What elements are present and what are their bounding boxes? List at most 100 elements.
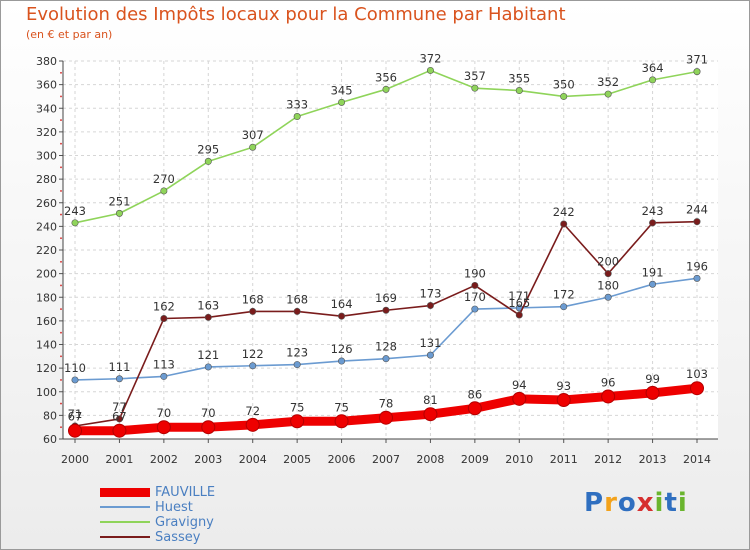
data-label-sassey: 243 (642, 204, 664, 218)
data-label-huest: 123 (286, 346, 308, 360)
data-point-sassey (604, 270, 612, 278)
data-label-gravigny: 295 (197, 142, 219, 156)
y-tick-label: 120 (36, 362, 57, 375)
data-point-gravigny (604, 90, 612, 98)
data-label-fauville: 81 (423, 393, 438, 407)
y-tick-label: 380 (36, 55, 57, 68)
data-label-huest: 170 (464, 290, 486, 304)
data-point-huest (693, 274, 701, 282)
y-minor-tick (60, 166, 62, 169)
data-label-huest: 111 (108, 360, 130, 374)
data-label-fauville: 70 (201, 406, 216, 420)
x-tick-label: 2014 (683, 453, 711, 466)
data-point-fauville (156, 420, 171, 435)
data-point-fauville (201, 420, 216, 435)
data-point-fauville (379, 410, 393, 425)
legend-swatch (100, 521, 150, 523)
data-point-huest (249, 362, 257, 370)
data-point-fauville (512, 391, 527, 406)
y-minor-tick (60, 308, 62, 310)
y-minor-tick (60, 379, 62, 381)
logo-letter: P (584, 488, 605, 518)
data-point-fauville (423, 407, 438, 422)
y-minor-tick (60, 284, 62, 287)
data-point-sassey (426, 302, 434, 310)
data-label-fauville: 96 (601, 375, 616, 389)
y-tick-label: 60 (43, 433, 57, 446)
y-tick-label: 300 (36, 150, 57, 163)
y-tick-label: 140 (36, 339, 57, 352)
data-point-sassey (160, 315, 168, 323)
data-label-gravigny: 251 (108, 194, 130, 208)
data-point-sassey (115, 415, 123, 423)
data-point-sassey (693, 218, 701, 226)
data-label-sassey: 71 (68, 407, 83, 421)
y-tick-label: 160 (36, 315, 57, 328)
data-label-huest: 128 (375, 340, 397, 354)
x-tick-label: 2001 (105, 453, 133, 466)
y-minor-tick (60, 237, 62, 240)
data-label-sassey: 173 (419, 287, 441, 301)
logo-letter: o (617, 488, 637, 518)
y-tick-label: 280 (36, 173, 57, 186)
legend-item-fauville: FAUVILLE (100, 485, 300, 500)
data-point-fauville (467, 401, 482, 416)
data-label-huest: 191 (642, 265, 664, 279)
x-tick-label: 2005 (283, 453, 311, 466)
data-label-gravigny: 350 (553, 77, 575, 91)
data-point-gravigny (204, 157, 212, 165)
data-point-huest (160, 372, 168, 380)
data-label-fauville: 72 (245, 404, 260, 418)
data-point-fauville (556, 393, 571, 408)
y-tick-label: 80 (43, 409, 57, 422)
data-label-huest: 121 (197, 348, 219, 362)
data-point-sassey (204, 313, 212, 321)
x-tick-label: 2009 (461, 453, 489, 466)
x-tick-label: 2013 (639, 453, 667, 466)
y-tick-label: 180 (36, 291, 57, 304)
y-minor-tick (60, 402, 62, 405)
legend-label: Sassey (155, 530, 201, 545)
legend-swatch (100, 506, 150, 508)
data-point-huest (560, 303, 568, 311)
data-point-huest (204, 363, 212, 371)
x-tick-label: 2010 (505, 453, 533, 466)
y-tick-label: 360 (36, 79, 57, 92)
data-label-sassey: 77 (112, 400, 127, 414)
data-point-huest (604, 293, 612, 301)
x-tick-label: 2011 (550, 453, 578, 466)
data-label-huest: 180 (597, 278, 619, 292)
data-label-gravigny: 372 (419, 51, 441, 65)
data-point-gravigny (115, 209, 123, 217)
logo-letter: i (654, 488, 665, 518)
data-label-huest: 131 (419, 336, 441, 350)
chart-title: Evolution des Impôts locaux pour la Comm… (26, 4, 566, 25)
data-point-huest (293, 361, 301, 369)
y-tick-label: 320 (36, 126, 57, 139)
logo-letter: i (677, 488, 688, 518)
legend-item-gravigny: Gravigny (100, 515, 300, 530)
data-point-fauville (690, 381, 704, 396)
data-point-gravigny (426, 66, 434, 74)
y-tick-label: 220 (36, 244, 57, 257)
data-point-huest (649, 280, 657, 288)
x-tick-label: 2008 (416, 453, 444, 466)
data-label-gravigny: 364 (642, 61, 664, 75)
legend-swatch (100, 536, 150, 538)
x-tick-label: 2004 (239, 453, 267, 466)
data-point-sassey (471, 281, 479, 289)
data-point-fauville (601, 389, 616, 404)
data-point-fauville (245, 417, 260, 432)
data-label-gravigny: 307 (242, 128, 264, 142)
legend-label: FAUVILLE (155, 485, 216, 500)
data-label-sassey: 168 (242, 292, 264, 306)
data-label-sassey: 163 (197, 298, 219, 312)
y-minor-tick (60, 95, 62, 98)
proxiti-logo: Proxiti (584, 488, 688, 518)
data-label-sassey: 162 (153, 300, 175, 314)
data-point-sassey (249, 307, 257, 315)
legend-label: Huest (155, 500, 193, 515)
chart-subtitle: (en € et par an) (26, 28, 113, 41)
data-label-fauville: 70 (157, 406, 172, 420)
logo-letter: r (604, 488, 618, 518)
